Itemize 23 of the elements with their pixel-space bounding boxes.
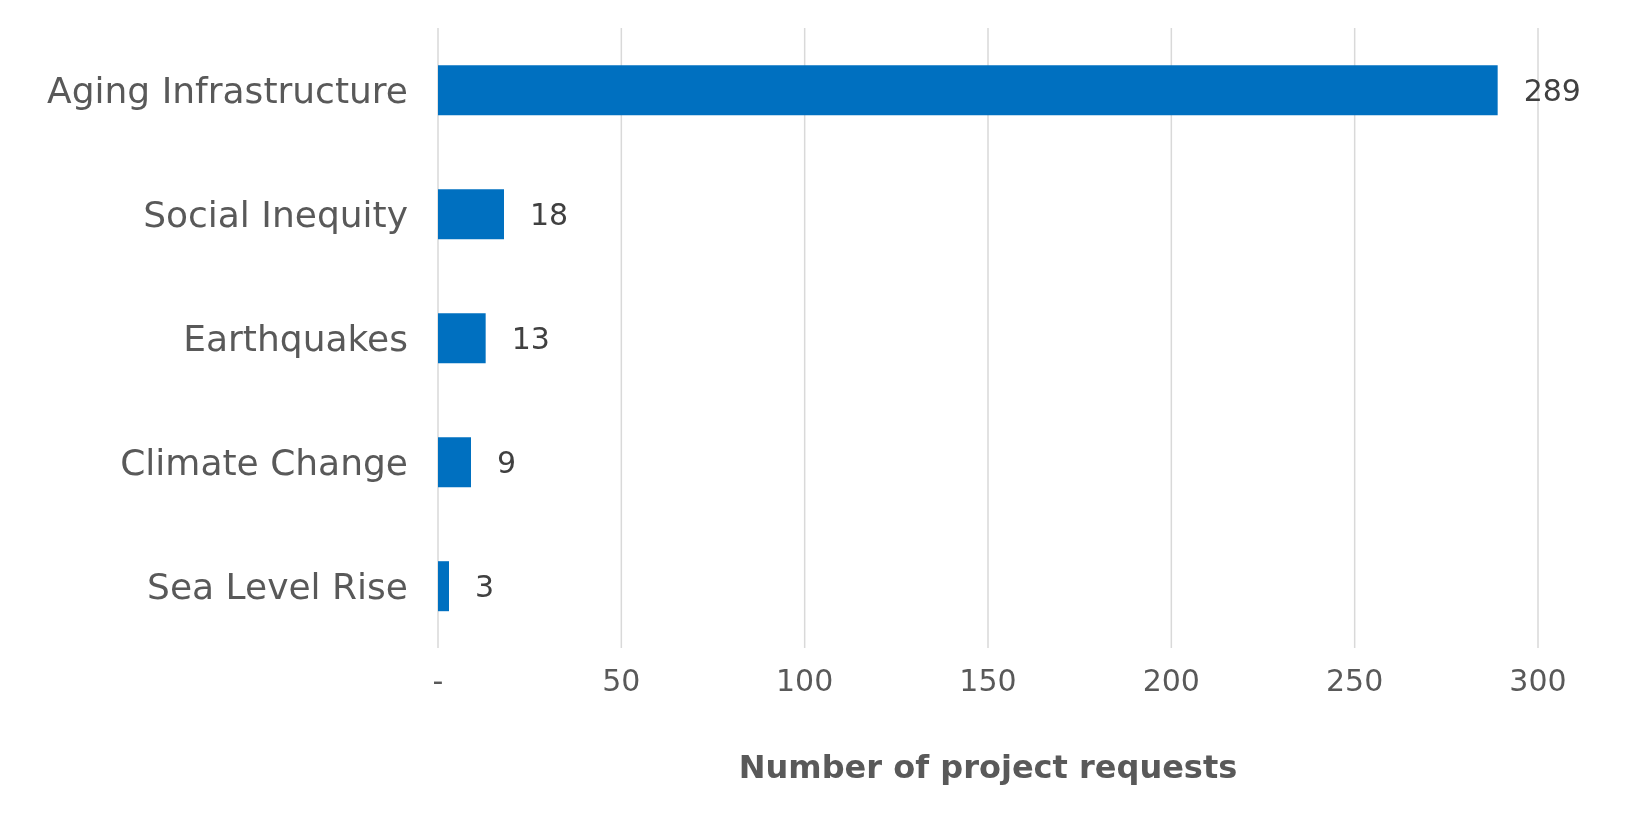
bar (438, 437, 471, 488)
data-label: 9 (497, 444, 517, 480)
bar (438, 313, 486, 364)
x-tick-label: 150 (959, 663, 1017, 699)
x-tick-label: 250 (1326, 663, 1384, 699)
x-tick-label: - (432, 663, 444, 699)
x-tick-label: 200 (1142, 663, 1200, 699)
bar (438, 561, 449, 612)
bar (438, 65, 1498, 116)
data-label: 289 (1523, 72, 1581, 108)
y-tick-label: Earthquakes (183, 317, 408, 359)
y-tick-label: Aging Infrastructure (47, 69, 408, 111)
x-tick-label: 300 (1509, 663, 1567, 699)
x-axis-title: Number of project requests (738, 748, 1238, 786)
x-tick-label: 100 (776, 663, 834, 699)
y-tick-label: Sea Level Rise (147, 565, 408, 607)
data-label: 3 (475, 568, 495, 604)
bar (438, 189, 504, 240)
x-tick-label: 50 (602, 663, 641, 699)
y-tick-label: Social Inequity (143, 193, 408, 235)
data-label: 13 (511, 320, 550, 356)
y-tick-label: Climate Change (120, 441, 408, 483)
data-label: 18 (530, 196, 569, 232)
